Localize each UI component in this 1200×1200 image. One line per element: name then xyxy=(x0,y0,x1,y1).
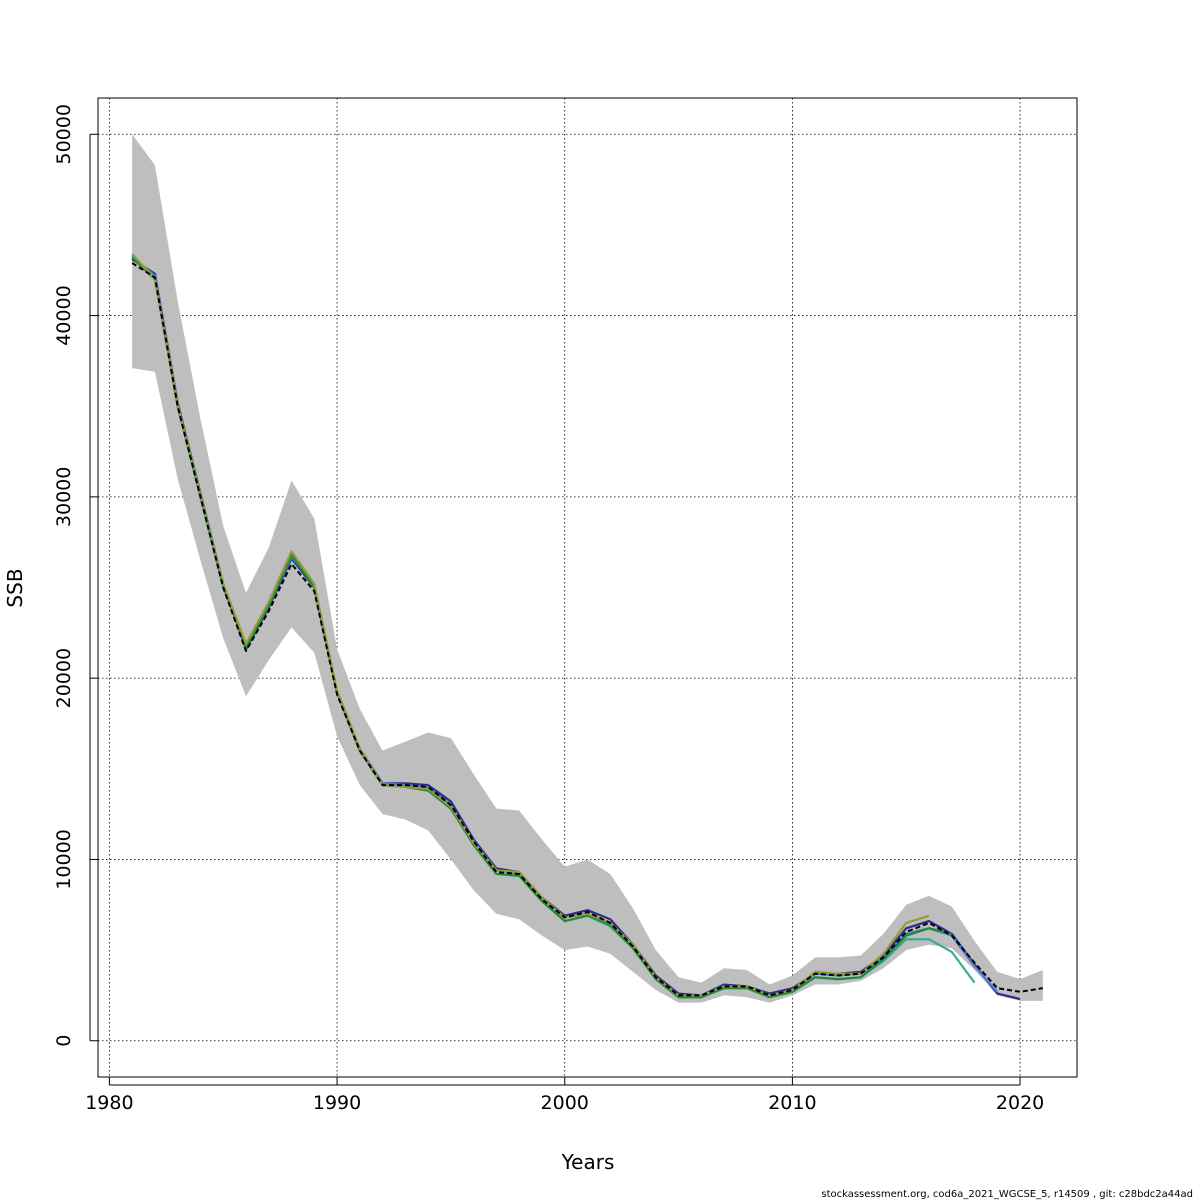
confidence-band xyxy=(132,134,1043,1003)
y-tick-label: 10000 xyxy=(53,829,75,889)
final-run-line xyxy=(131,262,1044,997)
x-axis: 1980 1990 2000 2010 2020 xyxy=(85,1077,1044,1114)
y-tick-label: 50000 xyxy=(53,104,75,164)
x-tick-label: 2000 xyxy=(541,1092,589,1114)
series-lines xyxy=(131,253,1044,1001)
x-tick-label: 1990 xyxy=(313,1092,361,1114)
x-tick-label: 1980 xyxy=(85,1092,133,1114)
y-axis: 0 10000 20000 30000 40000 50000 xyxy=(53,104,98,1047)
y-tick-label: 0 xyxy=(53,1035,75,1047)
y-axis-title: SSB xyxy=(3,568,27,607)
y-tick-label: 20000 xyxy=(53,648,75,708)
y-tick-label: 30000 xyxy=(53,467,75,527)
x-tick-label: 2020 xyxy=(996,1092,1044,1114)
x-tick-label: 2010 xyxy=(768,1092,816,1114)
series-line xyxy=(131,256,953,999)
y-tick-label: 40000 xyxy=(53,285,75,345)
plot-frame xyxy=(97,97,1078,1078)
confidence-band-area xyxy=(132,134,1043,1003)
x-axis-title: Years xyxy=(561,1150,615,1174)
footer-credit: stockassessment.org, cod6a_2021_WGCSE_5,… xyxy=(821,1189,1193,1200)
